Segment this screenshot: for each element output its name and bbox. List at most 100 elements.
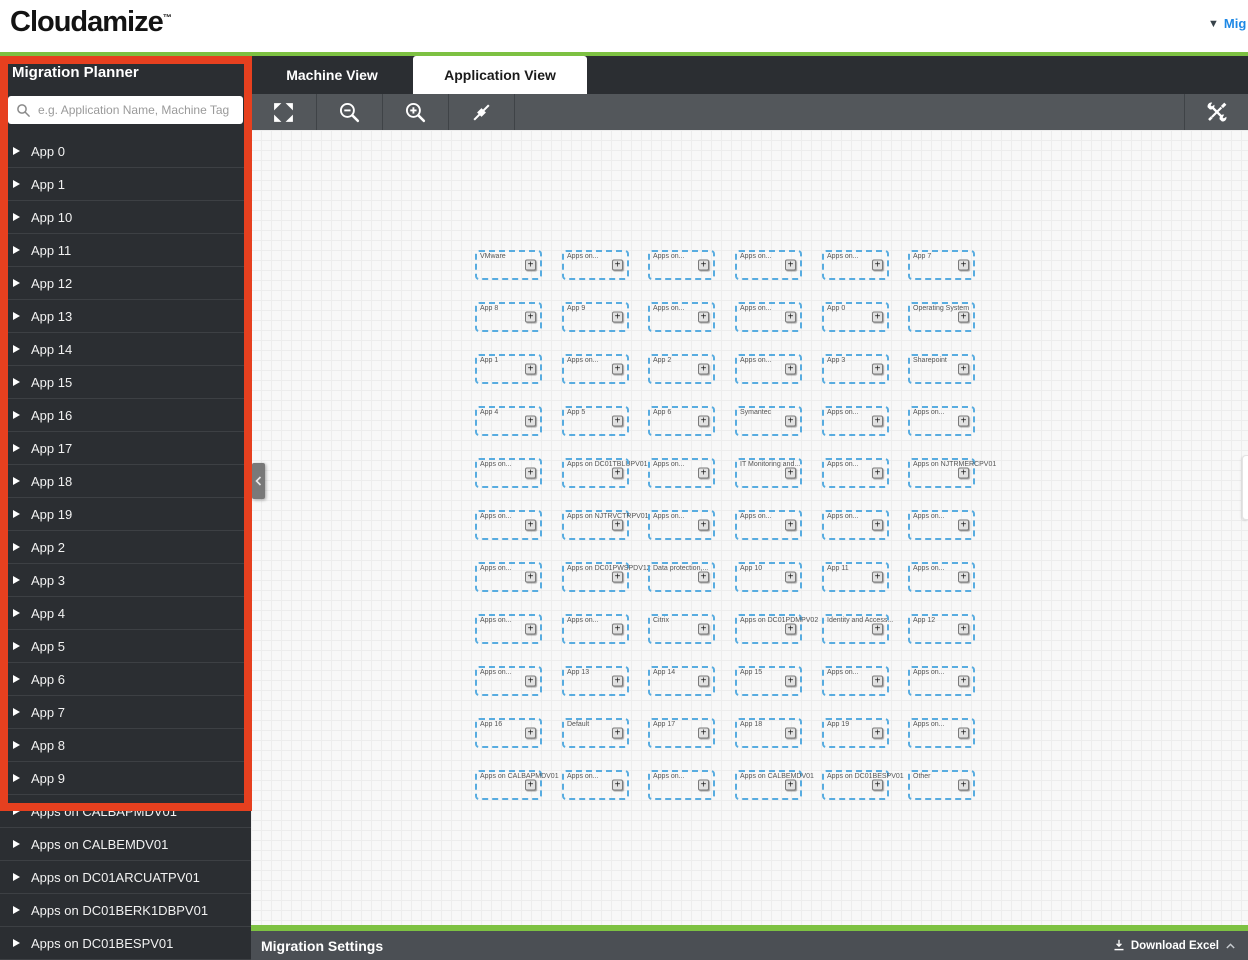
expand-box-button[interactable]: + [785, 623, 796, 635]
application-box[interactable]: Sharepoint + [908, 354, 975, 384]
expand-box-button[interactable]: + [958, 311, 969, 323]
application-box[interactable]: Apps on... + [648, 302, 715, 332]
sidebar-item-app-13[interactable]: App 13 [0, 300, 251, 333]
application-box[interactable]: Apps on NJTRVCTRPV01 + [562, 510, 649, 540]
sidebar-item-apps-on-calbapmdv01[interactable]: Apps on CALBAPMDV01 [0, 795, 251, 828]
sidebar-item-app-0[interactable]: App 0 [0, 135, 251, 168]
expand-box-button[interactable]: + [872, 727, 883, 739]
application-box[interactable]: App 12 + [908, 614, 975, 644]
application-box[interactable]: App 5 + [562, 406, 629, 436]
sidebar-item-apps-on-dc01arcuatpv01[interactable]: Apps on DC01ARCUATPV01 [0, 861, 251, 894]
sidebar-item-app-12[interactable]: App 12 [0, 267, 251, 300]
application-box[interactable]: Apps on... + [822, 250, 889, 280]
expand-box-button[interactable]: + [958, 415, 969, 427]
sidebar-item-app-17[interactable]: App 17 [0, 432, 251, 465]
application-box[interactable]: Apps on DC01TBLUPV01 + [562, 458, 648, 488]
application-box[interactable]: Apps on... + [562, 770, 629, 800]
connector-tool-button[interactable] [449, 94, 515, 130]
application-box[interactable]: App 14 + [648, 666, 715, 696]
application-box[interactable]: App 3 + [822, 354, 889, 384]
sidebar-collapse-handle[interactable] [252, 463, 265, 499]
application-box[interactable]: Apps on... + [648, 510, 715, 540]
expand-box-button[interactable]: + [698, 571, 709, 583]
application-box[interactable]: Apps on... + [908, 666, 975, 696]
zoom-out-button[interactable] [317, 94, 383, 130]
expand-box-button[interactable]: + [958, 727, 969, 739]
expand-box-button[interactable]: + [958, 571, 969, 583]
application-box[interactable]: Apps on CALBEMDV01 + [735, 770, 814, 800]
expand-box-button[interactable]: + [785, 467, 796, 479]
expand-box-button[interactable]: + [698, 415, 709, 427]
expand-box-button[interactable]: + [612, 363, 623, 375]
application-box[interactable]: App 1 + [475, 354, 542, 384]
sidebar-item-apps-on-calbemdv01[interactable]: Apps on CALBEMDV01 [0, 828, 251, 861]
expand-box-button[interactable]: + [958, 519, 969, 531]
application-box[interactable]: Default + [562, 718, 629, 748]
expand-box-button[interactable]: + [698, 259, 709, 271]
application-box[interactable]: Other + [908, 770, 975, 800]
expand-box-button[interactable]: + [525, 311, 536, 323]
application-box[interactable]: App 8 + [475, 302, 542, 332]
right-panel-handle[interactable] [1242, 455, 1248, 520]
expand-box-button[interactable]: + [525, 727, 536, 739]
expand-box-button[interactable]: + [525, 623, 536, 635]
expand-box-button[interactable]: + [872, 363, 883, 375]
expand-box-button[interactable]: + [785, 675, 796, 687]
application-box[interactable]: Apps on... + [648, 770, 715, 800]
expand-box-button[interactable]: + [785, 779, 796, 791]
expand-box-button[interactable]: + [525, 467, 536, 479]
application-box[interactable]: App 16 + [475, 718, 542, 748]
sidebar-item-app-1[interactable]: App 1 [0, 168, 251, 201]
application-box[interactable]: Apps on NJTRMERCPV01 + [908, 458, 996, 488]
sidebar-item-app-14[interactable]: App 14 [0, 333, 251, 366]
expand-box-button[interactable]: + [612, 675, 623, 687]
download-excel-button[interactable]: Download Excel [1113, 939, 1236, 952]
sidebar-search-box[interactable] [8, 96, 243, 124]
application-box[interactable]: Apps on... + [475, 458, 542, 488]
diagram-canvas[interactable]: VMware + Apps on... + Apps on... + Apps on... +… [251, 130, 1248, 925]
application-box[interactable]: Apps on... + [822, 510, 889, 540]
expand-box-button[interactable]: + [958, 675, 969, 687]
top-right-menu[interactable]: ▼ Mig [1208, 16, 1246, 31]
application-box[interactable]: Apps on... + [562, 250, 629, 280]
sidebar-item-app-8[interactable]: App 8 [0, 729, 251, 762]
application-box[interactable]: Identity and Access... + [822, 614, 893, 644]
sidebar-item-app-11[interactable]: App 11 [0, 234, 251, 267]
expand-box-button[interactable]: + [785, 363, 796, 375]
sidebar-item-app-9[interactable]: App 9 [0, 762, 251, 795]
sidebar-item-app-19[interactable]: App 19 [0, 498, 251, 531]
application-box[interactable]: Apps on... + [735, 250, 802, 280]
expand-box-button[interactable]: + [872, 571, 883, 583]
expand-box-button[interactable]: + [612, 519, 623, 531]
sidebar-item-apps-on-dc01bespv01[interactable]: Apps on DC01BESPV01 [0, 927, 251, 960]
expand-box-button[interactable]: + [698, 623, 709, 635]
application-box[interactable]: Apps on... + [475, 510, 542, 540]
expand-box-button[interactable]: + [612, 727, 623, 739]
application-box[interactable]: Apps on... + [475, 614, 542, 644]
zoom-in-button[interactable] [383, 94, 449, 130]
expand-box-button[interactable]: + [785, 519, 796, 531]
expand-box-button[interactable]: + [698, 779, 709, 791]
application-box[interactable]: Apps on... + [648, 250, 715, 280]
application-box[interactable]: Apps on... + [735, 302, 802, 332]
application-box[interactable]: VMware + [475, 250, 542, 280]
sidebar-item-apps-on-dc01berk1dbpv01[interactable]: Apps on DC01BERK1DBPV01 [0, 894, 251, 927]
expand-box-button[interactable]: + [872, 675, 883, 687]
application-box[interactable]: App 18 + [735, 718, 802, 748]
expand-box-button[interactable]: + [958, 779, 969, 791]
application-box[interactable]: App 15 + [735, 666, 802, 696]
expand-box-button[interactable]: + [525, 779, 536, 791]
tab-application-view[interactable]: Application View [413, 56, 587, 94]
application-box[interactable]: Apps on... + [908, 406, 975, 436]
application-box[interactable]: Apps on... + [822, 406, 889, 436]
expand-box-button[interactable]: + [785, 311, 796, 323]
expand-box-button[interactable]: + [785, 415, 796, 427]
expand-box-button[interactable]: + [698, 727, 709, 739]
sidebar-item-app-7[interactable]: App 7 [0, 696, 251, 729]
expand-box-button[interactable]: + [872, 519, 883, 531]
expand-box-button[interactable]: + [785, 259, 796, 271]
expand-box-button[interactable]: + [525, 363, 536, 375]
expand-box-button[interactable]: + [698, 363, 709, 375]
application-box[interactable]: App 7 + [908, 250, 975, 280]
sidebar-item-app-6[interactable]: App 6 [0, 663, 251, 696]
